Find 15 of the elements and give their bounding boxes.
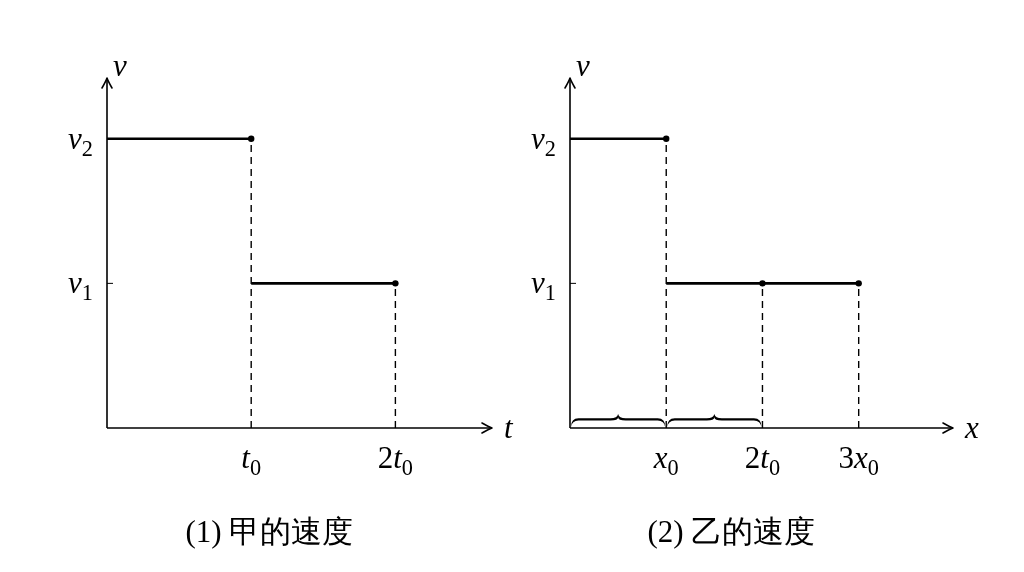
x-axis-title: t xyxy=(504,410,513,445)
x-tick-label: 3x$_{0}$ xyxy=(838,440,879,480)
x-tick-label: 2t$_{0}$ xyxy=(377,440,414,480)
x-tick-label: 2t$_{0}$ xyxy=(744,440,781,480)
x-tick-label: x$_{0}$ xyxy=(653,440,679,480)
x-axis-title: x xyxy=(965,410,979,445)
title: (2) 乙的速度 xyxy=(647,514,816,549)
series-name: v$_{1}$ xyxy=(68,265,93,306)
series-name: v$_{2}$ xyxy=(68,120,93,161)
x-tick-label: t$_{0}$ xyxy=(241,440,262,480)
y-axis-title: v xyxy=(113,48,127,83)
y-axis-title: v xyxy=(576,48,590,83)
series-name: v$_{2}$ xyxy=(531,120,556,161)
title: (1) 甲的速度 xyxy=(185,514,354,549)
series-name: v$_{1}$ xyxy=(531,265,556,306)
